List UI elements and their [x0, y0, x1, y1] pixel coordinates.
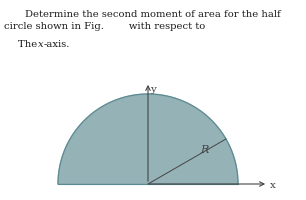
- Text: R: R: [200, 144, 209, 154]
- Text: x: x: [270, 181, 276, 190]
- Polygon shape: [58, 95, 238, 184]
- Text: -axis.: -axis.: [44, 40, 70, 49]
- Text: y: y: [150, 85, 156, 94]
- Text: circle shown in Fig.        with respect to: circle shown in Fig. with respect to: [4, 22, 205, 31]
- Text: x: x: [38, 40, 44, 49]
- Text: The: The: [18, 40, 40, 49]
- Text: Determine the second moment of area for the half: Determine the second moment of area for …: [25, 10, 281, 19]
